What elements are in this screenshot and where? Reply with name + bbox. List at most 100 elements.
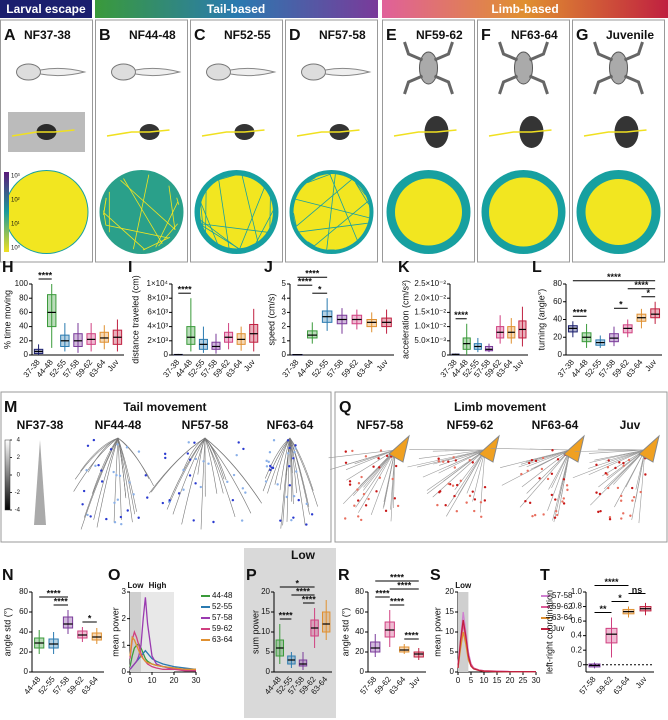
box bbox=[62, 616, 74, 629]
tail-point bbox=[126, 509, 129, 512]
y-tick-label: 10 bbox=[445, 627, 454, 636]
limb-point bbox=[608, 517, 612, 521]
track bbox=[105, 224, 170, 239]
tail-point bbox=[290, 518, 293, 522]
tail-point bbox=[194, 457, 198, 461]
limb-point bbox=[631, 486, 634, 490]
box bbox=[186, 326, 196, 345]
significance-label: **** bbox=[604, 577, 619, 587]
significance-label: **** bbox=[390, 596, 405, 606]
limb-trace bbox=[526, 449, 571, 494]
box bbox=[605, 627, 618, 644]
limb-body bbox=[563, 434, 585, 463]
colorbar bbox=[4, 172, 9, 252]
tail-trace bbox=[204, 437, 236, 518]
tail-trace bbox=[166, 437, 206, 510]
legend-label: 44-48 bbox=[212, 591, 233, 600]
panel-frame bbox=[285, 19, 378, 263]
significance-label: * bbox=[647, 288, 651, 298]
x-tick-label: 63-64 bbox=[625, 357, 645, 379]
animal-sketch bbox=[623, 74, 644, 95]
band-label: Low bbox=[128, 581, 145, 590]
tail-point bbox=[137, 516, 140, 519]
limb-point bbox=[453, 466, 457, 469]
limb-trace bbox=[519, 449, 571, 508]
tail-trace bbox=[280, 437, 291, 529]
panel-letter: G bbox=[576, 27, 588, 44]
animal-sketch bbox=[498, 74, 519, 95]
colorbar-label: 2 bbox=[17, 455, 21, 461]
limb-point bbox=[561, 500, 564, 503]
limb-trace bbox=[432, 449, 486, 498]
limb-trace bbox=[345, 449, 396, 470]
significance-label: **** bbox=[607, 272, 622, 282]
tail-point bbox=[182, 488, 185, 491]
tail-point bbox=[186, 452, 190, 455]
track bbox=[132, 174, 150, 250]
tracking-skeleton bbox=[106, 129, 170, 137]
tail-trace bbox=[83, 437, 119, 518]
box bbox=[47, 294, 57, 328]
y-tick-label: 40 bbox=[355, 627, 364, 636]
tail-point bbox=[119, 515, 123, 519]
y-axis-label: mean power bbox=[110, 607, 120, 657]
significance-label: * bbox=[318, 285, 322, 295]
track bbox=[214, 173, 239, 182]
arena bbox=[99, 170, 184, 254]
limb-point bbox=[627, 458, 631, 462]
tail-point bbox=[132, 493, 135, 496]
y-tick-label: 2 bbox=[122, 614, 127, 623]
y-tick-label: 40 bbox=[553, 315, 562, 324]
limb-trace bbox=[518, 449, 571, 468]
significance-label: **** bbox=[54, 596, 69, 606]
limb-point bbox=[393, 497, 397, 500]
y-tick-label: 80 bbox=[19, 293, 28, 302]
tail-point bbox=[92, 438, 96, 442]
tail-point bbox=[115, 474, 118, 477]
y-tick-label: 0 bbox=[442, 350, 447, 359]
box bbox=[366, 319, 377, 328]
box bbox=[298, 659, 308, 667]
tail-point bbox=[192, 519, 195, 522]
tail-trace bbox=[204, 437, 261, 502]
limb-point bbox=[438, 491, 441, 494]
limb-point bbox=[357, 499, 360, 502]
tail-trace bbox=[148, 437, 206, 494]
y-tick-label: 1 bbox=[122, 640, 127, 649]
tail-point bbox=[82, 489, 86, 493]
tail-point bbox=[194, 482, 197, 485]
tail-point bbox=[287, 465, 291, 468]
limb-trace bbox=[418, 449, 486, 459]
limb-point bbox=[453, 494, 456, 498]
tail-trace bbox=[117, 437, 137, 512]
y-tick-label: 1×10⁴ bbox=[147, 279, 169, 288]
limb-point bbox=[451, 484, 455, 487]
track bbox=[199, 200, 204, 231]
tail-point bbox=[267, 460, 270, 464]
arena-inner bbox=[293, 174, 370, 250]
panel-letter: H bbox=[2, 259, 14, 276]
limb-trace bbox=[551, 449, 571, 489]
y-tick-label: 100 bbox=[15, 279, 29, 288]
tail-point bbox=[86, 444, 90, 448]
limb-point bbox=[385, 454, 389, 458]
tail-point bbox=[207, 462, 210, 465]
animal-sketch bbox=[593, 41, 614, 62]
panel-letter: T bbox=[540, 567, 550, 584]
tail-point bbox=[237, 441, 240, 444]
tracking-skeleton bbox=[488, 129, 552, 137]
tail-point bbox=[161, 501, 165, 505]
panel-letter: K bbox=[398, 259, 410, 276]
limb-point bbox=[468, 494, 472, 498]
y-tick-label: 0 bbox=[360, 667, 365, 676]
limb-point bbox=[473, 509, 476, 513]
limb-point bbox=[351, 449, 354, 453]
limb-trace bbox=[589, 449, 646, 463]
panel-frame bbox=[572, 19, 665, 263]
tail-point bbox=[310, 513, 314, 516]
limb-point bbox=[598, 492, 602, 496]
limb-trace bbox=[638, 449, 646, 524]
limb-trace bbox=[588, 449, 646, 469]
limb-point bbox=[348, 483, 352, 486]
tail-trace bbox=[204, 437, 218, 494]
